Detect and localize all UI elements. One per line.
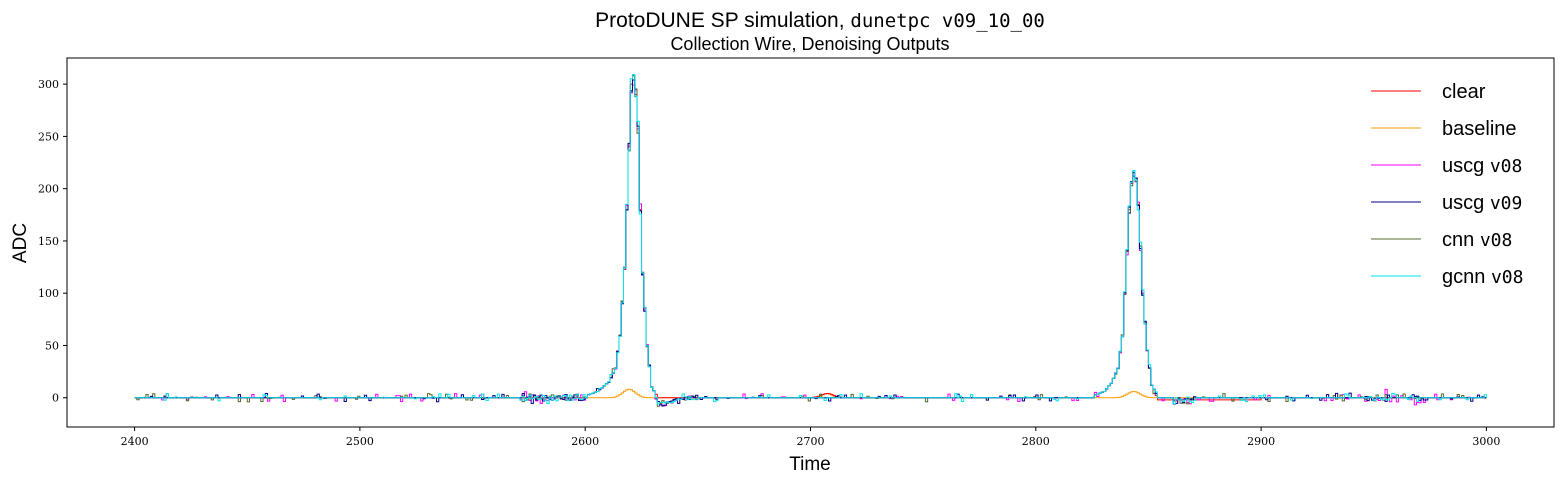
series-line-uscg-v08 — [134, 84, 1487, 407]
x-tick-label: 2600 — [571, 435, 599, 448]
legend-label: uscg — [1442, 192, 1490, 214]
legend-entry: uscg v09 — [1442, 192, 1522, 214]
series-line-gcnn-v08 — [134, 74, 1487, 405]
plot-frame — [66, 57, 1555, 428]
series-layer — [134, 74, 1487, 407]
legend-version: v08 — [1491, 267, 1524, 288]
chart-title-prefix: ProtoDUNE SP simulation, — [595, 9, 850, 32]
legend-entry: gcnn v08 — [1442, 266, 1523, 288]
x-tick-label: 2800 — [1022, 435, 1050, 448]
y-tick-label: 0 — [52, 392, 59, 405]
x-tick-label: 2700 — [797, 435, 825, 448]
series-line-uscg-v09 — [134, 79, 1487, 407]
legend-version: v09 — [1490, 193, 1523, 214]
y-tick-label: 50 — [45, 339, 59, 352]
y-axis-label: ADC — [10, 223, 31, 263]
x-axis-label: Time — [789, 454, 831, 475]
x-tick-label: 3000 — [1472, 435, 1500, 448]
series-line-baseline — [134, 388, 1487, 399]
legend-label: uscg — [1442, 155, 1490, 177]
y-tick-label: 150 — [38, 235, 59, 248]
x-tick-label: 2400 — [121, 435, 149, 448]
legend-version: v08 — [1480, 230, 1513, 251]
legend-label: cnn — [1442, 229, 1480, 251]
y-tick-label: 300 — [38, 78, 59, 91]
legend-label: gcnn — [1442, 266, 1491, 288]
chart-title: ProtoDUNE SP simulation, dunetpc v09_10_… — [595, 9, 1045, 32]
x-tick-label: 2500 — [346, 435, 374, 448]
legend-version: v08 — [1490, 156, 1523, 177]
y-tick-label: 250 — [38, 130, 59, 143]
legend-label: clear — [1442, 81, 1486, 103]
legend-entry: clear — [1442, 81, 1486, 103]
chart-title-code: dunetpc v09_10_00 — [850, 10, 1044, 32]
x-tick-label: 2900 — [1247, 435, 1275, 448]
legend-entry: cnn v08 — [1442, 229, 1512, 251]
legend-entry: uscg v08 — [1442, 155, 1522, 177]
chart-subtitle: Collection Wire, Denoising Outputs — [670, 34, 949, 54]
x-axis: 2400 2500 2600 2700 2800 2900 3000 — [121, 427, 1500, 448]
y-tick-label: 200 — [38, 183, 59, 196]
series-line-cnn-v08 — [134, 75, 1487, 407]
y-axis: 0 50 100 150 200 250 300 — [38, 78, 67, 405]
y-tick-label: 100 — [38, 287, 59, 300]
legend-label: baseline — [1442, 118, 1517, 140]
legend-entry: baseline — [1442, 118, 1517, 140]
series-line-clear — [134, 75, 1487, 401]
